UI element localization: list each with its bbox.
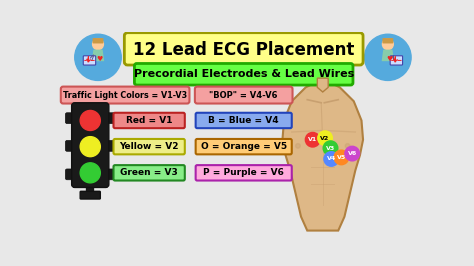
- Circle shape: [324, 152, 338, 166]
- Circle shape: [383, 39, 393, 50]
- Circle shape: [324, 141, 337, 155]
- Circle shape: [75, 34, 121, 80]
- Text: ♥: ♥: [96, 56, 103, 62]
- Polygon shape: [317, 78, 328, 92]
- Text: V2: V2: [320, 136, 330, 141]
- Text: V5: V5: [337, 155, 346, 160]
- Text: B = Blue = V4: B = Blue = V4: [209, 116, 279, 125]
- FancyBboxPatch shape: [72, 103, 109, 188]
- Text: Green = V3: Green = V3: [120, 168, 178, 177]
- Text: Red = V1: Red = V1: [126, 116, 173, 125]
- Circle shape: [365, 34, 411, 80]
- FancyBboxPatch shape: [61, 87, 190, 103]
- Text: O = Orange = V5: O = Orange = V5: [201, 142, 287, 151]
- Circle shape: [92, 39, 103, 50]
- FancyBboxPatch shape: [83, 56, 96, 65]
- Text: 12 Lead ECG Placement: 12 Lead ECG Placement: [133, 41, 355, 59]
- Text: Precordial Electrodes & Lead Wires: Precordial Electrodes & Lead Wires: [134, 69, 354, 79]
- Circle shape: [80, 137, 100, 157]
- FancyBboxPatch shape: [113, 165, 185, 181]
- Circle shape: [296, 144, 300, 148]
- Circle shape: [80, 163, 100, 183]
- Circle shape: [334, 151, 348, 164]
- FancyBboxPatch shape: [196, 113, 292, 128]
- FancyBboxPatch shape: [65, 113, 115, 123]
- FancyBboxPatch shape: [113, 139, 185, 154]
- Text: Traffic Light Colors = V1-V3: Traffic Light Colors = V1-V3: [63, 90, 187, 99]
- Circle shape: [80, 110, 100, 131]
- FancyBboxPatch shape: [196, 139, 292, 154]
- Text: "BOP" = V4-V6: "BOP" = V4-V6: [210, 90, 278, 99]
- FancyBboxPatch shape: [92, 38, 103, 43]
- FancyBboxPatch shape: [390, 56, 402, 65]
- Polygon shape: [92, 50, 104, 61]
- Text: V6: V6: [347, 151, 357, 156]
- Text: P = Purple = V6: P = Purple = V6: [203, 168, 284, 177]
- Circle shape: [306, 133, 319, 147]
- FancyBboxPatch shape: [196, 165, 292, 181]
- Text: Yellow = V2: Yellow = V2: [119, 142, 179, 151]
- FancyBboxPatch shape: [124, 33, 363, 65]
- Text: V3: V3: [326, 146, 335, 151]
- FancyBboxPatch shape: [135, 64, 353, 85]
- FancyBboxPatch shape: [113, 113, 185, 128]
- FancyBboxPatch shape: [383, 38, 393, 43]
- Text: ♥: ♥: [386, 56, 392, 62]
- FancyBboxPatch shape: [80, 191, 100, 199]
- FancyBboxPatch shape: [195, 87, 292, 103]
- Circle shape: [318, 131, 332, 145]
- Polygon shape: [283, 78, 363, 231]
- Text: V4: V4: [327, 156, 336, 161]
- Polygon shape: [382, 50, 394, 61]
- Text: V1: V1: [308, 137, 317, 142]
- Circle shape: [345, 144, 350, 148]
- Circle shape: [345, 147, 359, 160]
- FancyBboxPatch shape: [65, 169, 115, 180]
- FancyBboxPatch shape: [65, 140, 115, 151]
